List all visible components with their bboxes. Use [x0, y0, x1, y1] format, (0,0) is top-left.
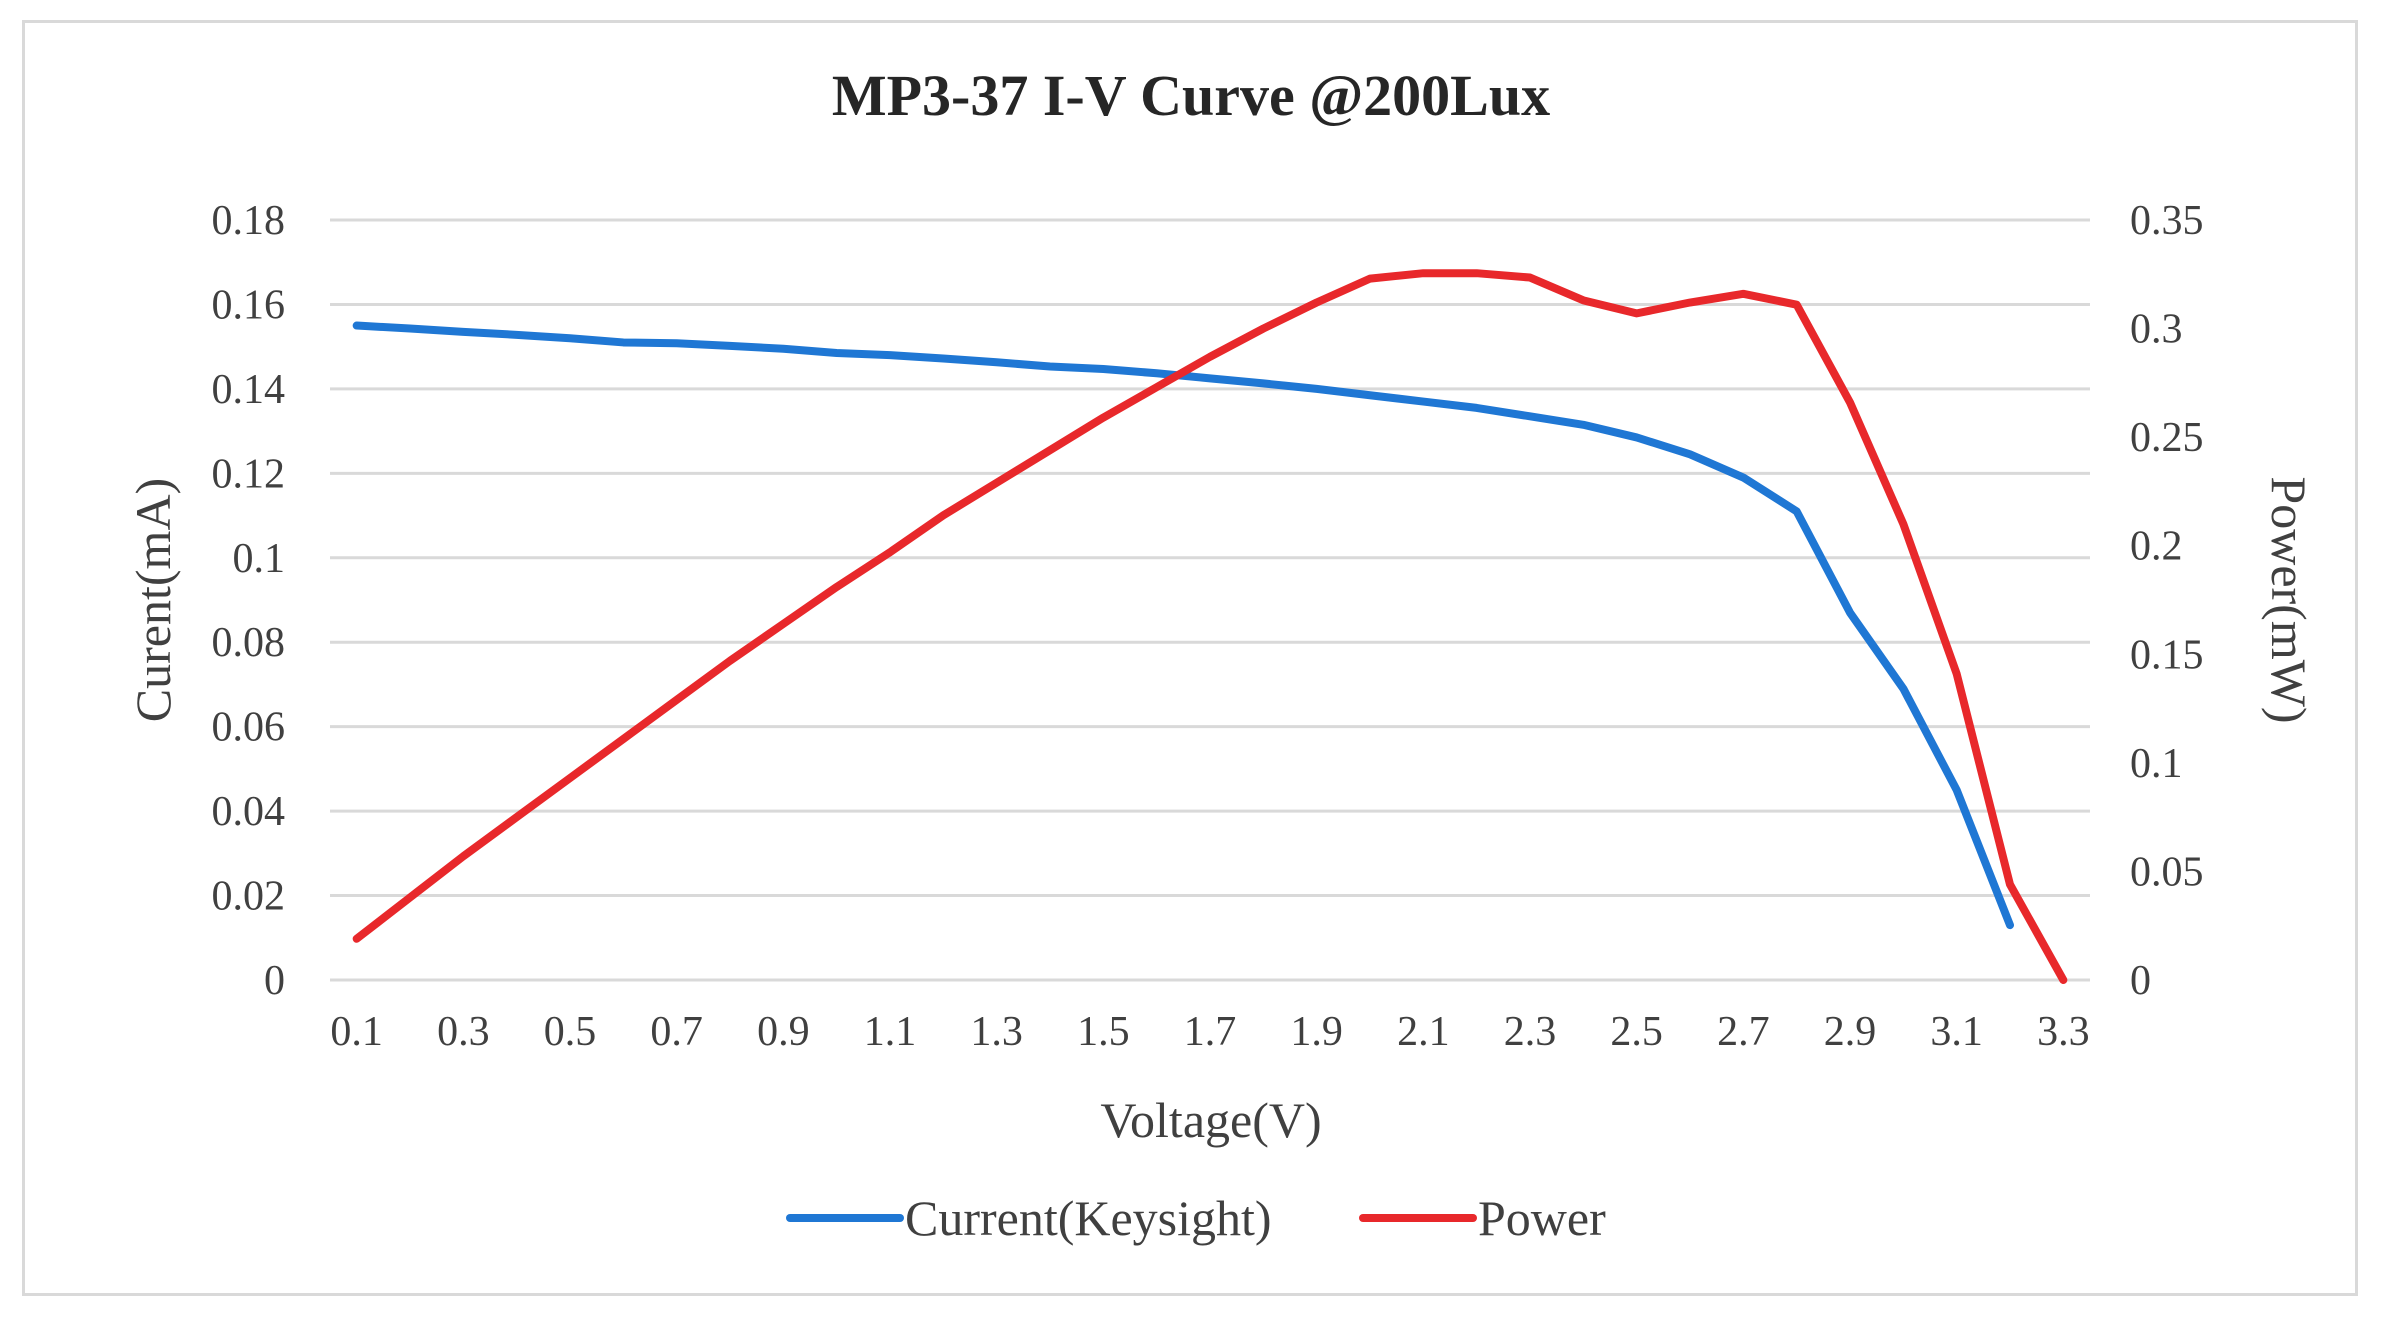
chart-title: MP3-37 I-V Curve @200Lux: [832, 63, 1550, 128]
gridlines: [330, 218, 2090, 982]
y-tick-label: 0.12: [212, 451, 286, 497]
legend-label: Current(Keysight): [905, 1190, 1272, 1246]
x-axis-label: Voltage(V): [1100, 1092, 1321, 1148]
x-tick-label: 2.3: [1504, 1009, 1557, 1055]
y-tick-label: 0.02: [212, 874, 286, 920]
series-line-current: [352, 321, 2014, 930]
legend-label: Power: [1478, 1190, 1606, 1246]
y-axis-ticks: 0 0.02 0.04 0.06 0.08 0.1 0.12 0.14 0.16 0.18: [212, 198, 286, 1004]
y2-tick-label: 0.25: [2130, 415, 2204, 461]
x-tick-label: 2.5: [1610, 1009, 1663, 1055]
y2-tick-label: 0.1: [2130, 741, 2183, 787]
x-tick-label: 0.5: [544, 1009, 597, 1055]
y2-tick-label: 0: [2130, 958, 2151, 1004]
x-tick-label: 2.9: [1824, 1009, 1877, 1055]
x-tick-label: 0.7: [650, 1009, 703, 1055]
y2-axis-label: Power(mW): [2261, 476, 2317, 723]
x-tick-label: 1.7: [1184, 1009, 1237, 1055]
x-tick-label: 0.1: [330, 1009, 383, 1055]
x-axis-ticks: 0.1 0.3 0.5 0.7 0.9 1.1 1.3 1.5 1.7 1.9 2.1 2.3 2.5 2…: [330, 1009, 2089, 1055]
y2-tick-label: 0.15: [2130, 632, 2204, 678]
x-tick-label: 0.9: [757, 1009, 810, 1055]
series-lines: [352, 269, 2068, 984]
y-tick-label: 0.04: [212, 789, 286, 835]
y-tick-label: 0.08: [212, 620, 286, 666]
y-tick-label: 0.06: [212, 705, 286, 751]
x-tick-label: 1.3: [970, 1009, 1023, 1055]
x-tick-label: 2.1: [1397, 1009, 1450, 1055]
x-tick-label: 1.1: [864, 1009, 917, 1055]
chart-frame: [22, 20, 2358, 1296]
y-tick-label: 0.1: [233, 536, 286, 582]
y2-tick-label: 0.05: [2130, 849, 2204, 895]
y2-tick-label: 0.2: [2130, 524, 2183, 570]
x-tick-label: 1.9: [1290, 1009, 1343, 1055]
y-tick-label: 0.14: [212, 367, 286, 413]
y2-axis-ticks: 0 0.05 0.1 0.15 0.2 0.25 0.3 0.35: [2130, 198, 2204, 1004]
y-axis-label: Curent(mA): [125, 478, 181, 722]
x-tick-label: 2.7: [1717, 1009, 1770, 1055]
y-tick-label: 0.16: [212, 282, 286, 328]
y2-tick-label: 0.3: [2130, 307, 2183, 353]
x-tick-label: 1.5: [1077, 1009, 1130, 1055]
series-line-power: [352, 269, 2068, 984]
x-tick-label: 3.1: [1930, 1009, 1983, 1055]
y2-tick-label: 0.35: [2130, 198, 2204, 244]
x-tick-label: 0.3: [437, 1009, 490, 1055]
y-tick-label: 0: [264, 958, 285, 1004]
legend: Current(Keysight) Power: [786, 1190, 1606, 1246]
y-tick-label: 0.18: [212, 198, 286, 244]
x-tick-label: 3.3: [2037, 1009, 2090, 1055]
